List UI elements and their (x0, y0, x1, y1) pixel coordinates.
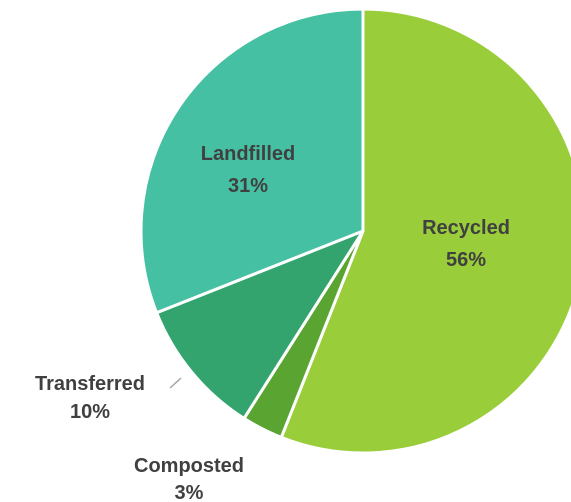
pie-slice-recycled (279, 7, 571, 455)
slice-value-label-recycled: 56% (446, 249, 486, 271)
slice-labels: Recycled 56% Composted 3% Transferred 10% Land… (35, 143, 510, 502)
leader-line-transferred (169, 377, 182, 389)
slice-label-transferred: Transferred (35, 373, 145, 395)
slice-label-landfilled: Landfilled (201, 143, 295, 165)
slice-label-recycled: Recycled (422, 217, 510, 239)
slice-value-label-landfilled: 31% (228, 175, 268, 197)
slice-value-label-composted: 3% (175, 482, 204, 502)
pie-slice-landfilled (139, 7, 365, 315)
slice-value-label-transferred: 10% (70, 401, 110, 423)
pie-slice-transferred (155, 229, 365, 420)
pie-slices (139, 7, 571, 455)
slice-label-composted: Composted (134, 455, 244, 477)
leader-lines (169, 377, 182, 389)
